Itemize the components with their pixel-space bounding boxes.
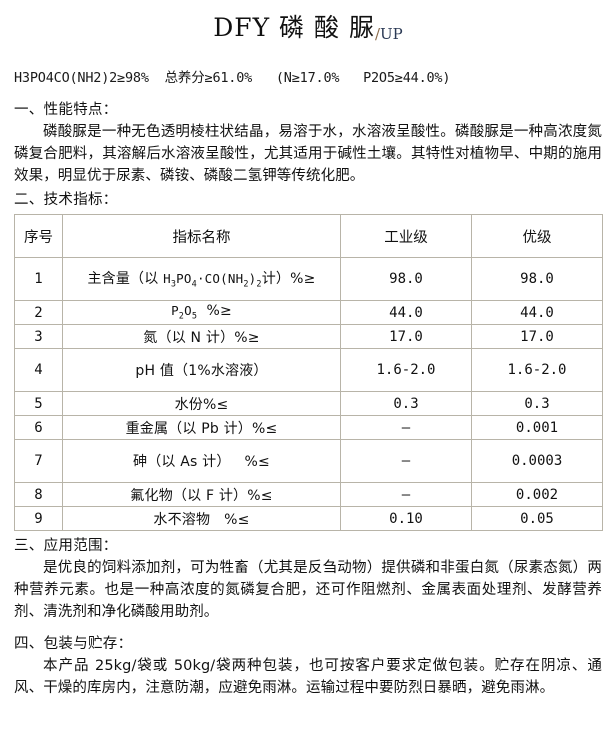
cell-indicator-name: 砷（以 As 计） %≤ (62, 439, 341, 483)
cell-row-number: 7 (14, 439, 63, 483)
cell-premium-grade-value: 0.3 (471, 391, 603, 416)
col-header-premium-grade: 优级 (471, 214, 603, 258)
table-header-row: 序号 指标名称 工业级 优级 (14, 214, 603, 258)
cell-premium-grade-value: 17.0 (471, 324, 603, 349)
cell-industrial-grade-value: – (340, 415, 472, 440)
page-title-main: DFY 磷 酸 脲 (213, 13, 375, 42)
cell-row-number: 8 (14, 482, 63, 507)
section-heading-applications: 三、应用范围： (14, 538, 118, 554)
cell-indicator-name: 水不溶物 %≤ (62, 506, 341, 531)
cell-indicator-name: P2O5 %≥ (62, 300, 341, 325)
cell-indicator-name: pH 值（1%水溶液） (62, 348, 341, 392)
cell-indicator-name: 氮（以 N 计）%≥ (62, 324, 341, 349)
title-superscript-up: UP (380, 25, 403, 43)
cell-industrial-grade-value: 44.0 (340, 300, 472, 325)
section-heading-performance: 一、性能特点： (14, 102, 118, 118)
col-header-indicator-name: 指标名称 (62, 214, 341, 258)
page-title: DFY 磷 酸 脲/UP (14, 0, 602, 46)
table-row: 7 砷（以 As 计） %≤ –0.0003 (14, 439, 603, 483)
cell-industrial-grade-value: 1.6-2.0 (340, 348, 472, 392)
cell-row-number: 4 (14, 348, 63, 392)
cell-industrial-grade-value: – (340, 482, 472, 507)
section-body-applications: 是优良的饲料添加剂，可为牲畜（尤其是反刍动物）提供磷和非蛋白氮（尿素态氮）两种营… (14, 560, 602, 620)
spec-table: 序号 指标名称 工业级 优级 1 主含量（以 H3PO4·CO(NH2)2计）%≥… (14, 214, 603, 531)
col-header-industrial-grade: 工业级 (340, 214, 472, 258)
cell-indicator-name: 重金属（以 Pb 计）%≤ (62, 415, 341, 440)
cell-premium-grade-value: 0.002 (471, 482, 603, 507)
cell-premium-grade-value: 0.0003 (471, 439, 603, 483)
col-header-no: 序号 (14, 214, 63, 258)
cell-row-number: 1 (14, 257, 63, 301)
cell-row-number: 3 (14, 324, 63, 349)
cell-row-number: 6 (14, 415, 63, 440)
table-row: 5 水份%≤ 0.3 0.3 (14, 391, 603, 416)
formula-summary-line: H3PO4CO(NH2)2≥98% 总养分≥61.0% (N≥17.0% P2O… (14, 70, 451, 86)
cell-industrial-grade-value: 17.0 (340, 324, 472, 349)
cell-premium-grade-value: 44.0 (471, 300, 603, 325)
title-slash: / (374, 25, 381, 43)
section-body-performance: 磷酸脲是一种无色透明棱柱状结晶，易溶于水，水溶液呈酸性。磷酸脲是一种高浓度氮磷复… (14, 124, 602, 184)
cell-row-number: 2 (14, 300, 63, 325)
cell-premium-grade-value: 98.0 (471, 257, 603, 301)
cell-row-number: 5 (14, 391, 63, 416)
table-row: 3 氮（以 N 计）%≥ 17.0 17.0 (14, 324, 603, 349)
cell-indicator-name: 水份%≤ (62, 391, 341, 416)
section-heading-technical-indicators: 二、技术指标： (14, 192, 118, 208)
table-row: 9 水不溶物 %≤ 0.10 0.05 (14, 506, 603, 531)
table-row: 2 P2O5 %≥ 44.0 44.0 (14, 300, 603, 325)
cell-industrial-grade-value: – (340, 439, 472, 483)
cell-premium-grade-value: 0.05 (471, 506, 603, 531)
cell-row-number: 9 (14, 506, 63, 531)
cell-indicator-name: 主含量（以 H3PO4·CO(NH2)2计）%≥ (62, 257, 341, 301)
table-row: 4 pH 值（1%水溶液） 1.6-2.0 1.6-2.0 (14, 348, 603, 392)
cell-industrial-grade-value: 0.10 (340, 506, 472, 531)
cell-industrial-grade-value: 98.0 (340, 257, 472, 301)
section-body-packaging-storage: 本产品 25kg/袋或 50kg/袋两种包装，也可按客户要求定做包装。贮存在阴凉… (14, 658, 602, 696)
cell-premium-grade-value: 0.001 (471, 415, 603, 440)
table-row: 6 重金属（以 Pb 计）%≤ –0.001 (14, 415, 603, 440)
table-row: 1 主含量（以 H3PO4·CO(NH2)2计）%≥ 98.0 98.0 (14, 257, 603, 301)
table-row: 8 氟化物（以 F 计）%≤ –0.002 (14, 482, 603, 507)
cell-indicator-name: 氟化物（以 F 计）%≤ (62, 482, 341, 507)
cell-premium-grade-value: 1.6-2.0 (471, 348, 603, 392)
cell-industrial-grade-value: 0.3 (340, 391, 472, 416)
section-heading-packaging-storage: 四、包装与贮存： (14, 636, 133, 652)
